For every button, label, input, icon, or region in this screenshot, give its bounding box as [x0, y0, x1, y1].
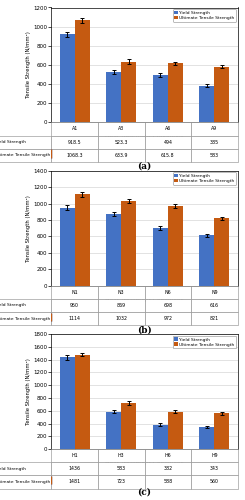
Bar — [199, 235, 214, 286]
Bar — [153, 75, 168, 122]
Bar — [199, 427, 214, 449]
Bar — [153, 228, 168, 285]
Bar — [121, 403, 136, 449]
Bar — [199, 86, 214, 122]
Bar — [214, 66, 229, 122]
Legend: Yield Strength, Ultimate Tensile Strength: Yield Strength, Ultimate Tensile Strengt… — [173, 336, 236, 348]
Y-axis label: Tensile Strength (N/mm²): Tensile Strength (N/mm²) — [25, 195, 31, 262]
Bar — [75, 194, 90, 286]
Bar — [106, 214, 121, 286]
Bar — [214, 218, 229, 286]
Bar — [153, 424, 168, 449]
Text: (a): (a) — [137, 162, 152, 171]
Bar — [75, 20, 90, 122]
Bar — [60, 358, 75, 449]
Legend: Yield Strength, Ultimate Tensile Strength: Yield Strength, Ultimate Tensile Strengt… — [173, 9, 236, 22]
Text: (b): (b) — [137, 325, 152, 334]
Bar — [214, 414, 229, 449]
Text: (c): (c) — [137, 488, 152, 496]
X-axis label: Heat Treatment Conditions: Heat Treatment Conditions — [105, 461, 184, 466]
Bar — [168, 206, 183, 286]
Bar — [106, 412, 121, 449]
Bar — [60, 34, 75, 122]
Bar — [60, 208, 75, 286]
Bar — [121, 201, 136, 285]
Bar — [106, 72, 121, 122]
Y-axis label: Tensile Strength (N/mm²): Tensile Strength (N/mm²) — [25, 358, 31, 425]
X-axis label: Heat Treatment Conditions: Heat Treatment Conditions — [105, 134, 184, 140]
Bar — [168, 64, 183, 122]
X-axis label: Heat Treatment Conditions: Heat Treatment Conditions — [105, 298, 184, 302]
Bar — [168, 412, 183, 449]
Y-axis label: Tensile Strength (N/mm²): Tensile Strength (N/mm²) — [25, 32, 31, 98]
Legend: Yield Strength, Ultimate Tensile Strength: Yield Strength, Ultimate Tensile Strengt… — [173, 172, 236, 185]
Bar — [121, 62, 136, 122]
Bar — [75, 354, 90, 449]
